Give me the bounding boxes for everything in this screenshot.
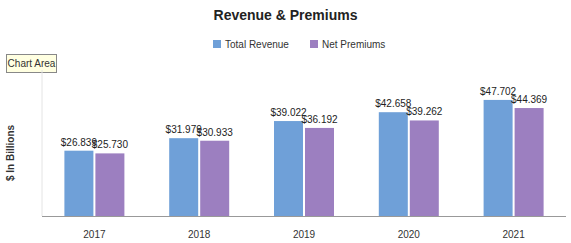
data-label: $39.262 [406,106,443,117]
bar [484,100,513,216]
bar [64,151,93,216]
title: Revenue & Premiums [214,7,358,23]
x-tick-label: 2017 [83,229,106,240]
legend-label: Total Revenue [225,39,289,50]
legend-label: Net Premiums [322,39,385,50]
bar [274,121,303,216]
x-axis-line [42,216,566,217]
bar [515,108,544,216]
data-label: $30.933 [197,127,234,138]
bar [95,153,124,216]
annotation-box [7,55,57,73]
bars [64,100,543,216]
data-label: $25.730 [92,139,129,150]
data-label: $44.369 [511,94,548,105]
data-label: $36.192 [301,114,338,125]
bar [305,128,334,216]
bar [200,141,229,216]
legend-swatch [213,40,221,48]
y-axis-line [42,70,43,216]
y-axis-label: $ In Billions [5,125,16,182]
x-tick-label: 2019 [293,229,316,240]
annotation: Chart Area [8,58,56,69]
bar [169,138,198,216]
x-tick-label: 2020 [398,229,421,240]
x-tick-label: 2021 [502,229,525,240]
legend-swatch [310,40,318,48]
chart: Revenue & Premiums Total Revenue Net Premi… [0,0,571,243]
bar [379,112,408,216]
x-tick-label: 2018 [188,229,211,240]
bar [410,120,439,216]
